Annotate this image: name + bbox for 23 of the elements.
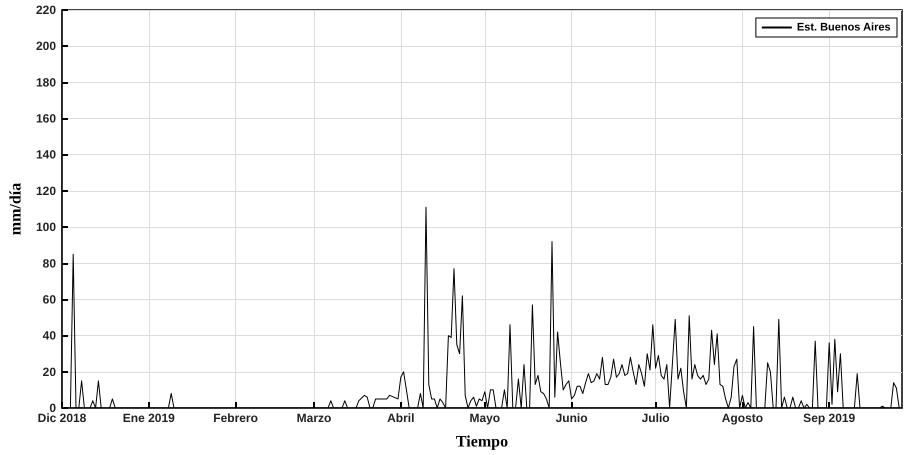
x-tick-label: Ene 2019	[122, 411, 176, 425]
x-tick-label: Agosto	[722, 411, 764, 425]
legend-label: Est. Buenos Aires	[796, 22, 891, 34]
y-tick-label: 140	[36, 148, 56, 162]
y-tick-label: 20	[42, 364, 56, 379]
x-tick-label: Julio	[642, 411, 670, 425]
x-axis-title: Tiempo	[456, 434, 508, 450]
y-tick-label: 100	[36, 220, 56, 234]
y-axis-title: mm/día	[8, 182, 24, 236]
x-tick-label: Mayo	[469, 411, 500, 425]
y-tick-label: 40	[42, 328, 56, 343]
x-tick-label: Febrero	[213, 411, 258, 425]
y-tick-label: 80	[42, 256, 56, 270]
y-tick-label: 160	[36, 112, 56, 126]
y-tick-label: 120	[36, 184, 56, 198]
x-tick-label: Junio	[556, 411, 588, 425]
y-tick-label: 60	[42, 292, 56, 306]
y-tick-label: 180	[36, 75, 56, 90]
y-tick-label: 220	[36, 3, 56, 17]
y-tick-label: 200	[36, 39, 56, 54]
x-tick-label: Marzo	[296, 411, 332, 425]
x-tick-label: Sep 2019	[803, 411, 856, 425]
x-tick-label: Abril	[387, 411, 414, 425]
